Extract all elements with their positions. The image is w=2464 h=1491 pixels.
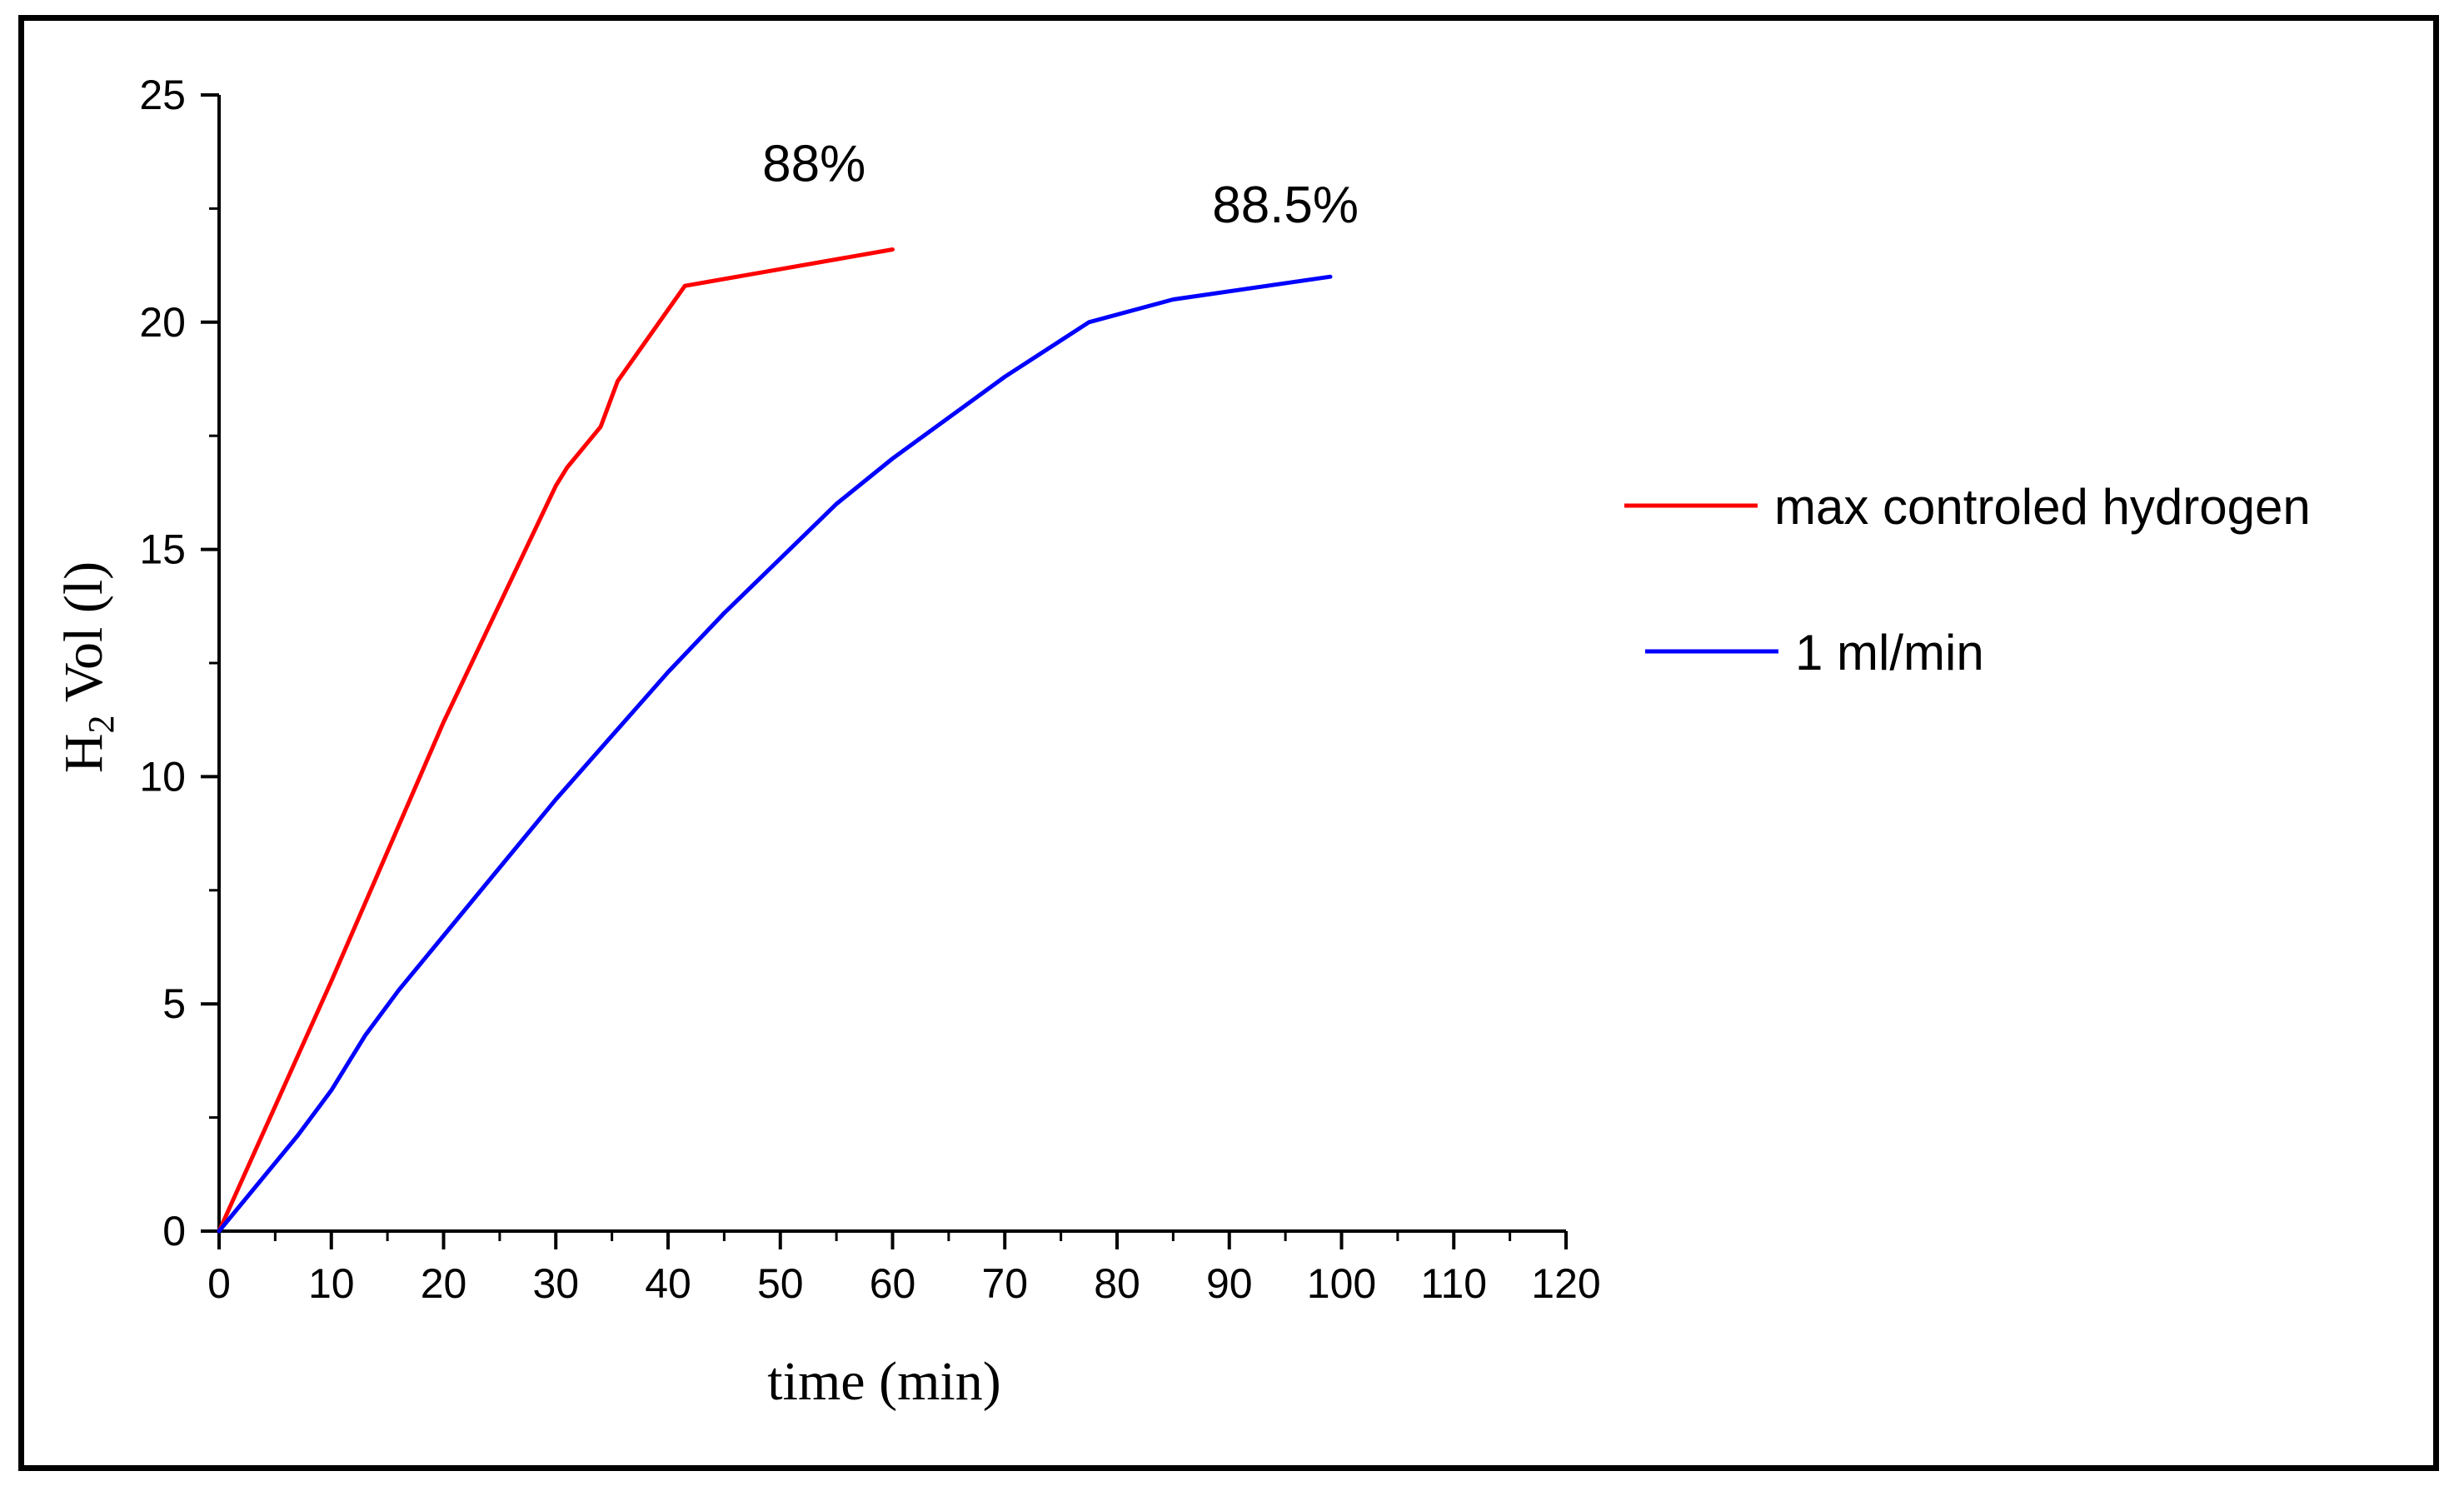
y-axis: 0 5 10 15 20 25 (139, 72, 221, 1254)
legend-label-1: max controled hydrogen (1774, 479, 2311, 535)
legend-label-2: 1 ml/min (1795, 625, 1984, 681)
y-tick-label: 25 (139, 72, 186, 118)
annotation-layer: 88% 88.5% (762, 136, 1359, 234)
y-tick-label: 20 (139, 299, 186, 346)
x-tick-label: 110 (1420, 1260, 1487, 1307)
x-axis-title: time (min) (767, 1351, 1000, 1412)
y-axis-title-main: H (53, 733, 114, 773)
x-tick-label: 10 (308, 1260, 355, 1307)
x-axis: 0 10 20 30 40 50 60 70 80 90 100 110 120 (207, 1229, 1601, 1307)
x-tick-label: 0 (207, 1260, 231, 1307)
legend: max controled hydrogen 1 ml/min (1624, 479, 2311, 681)
x-tick-label: 60 (870, 1260, 916, 1307)
x-tick-label: 70 (981, 1260, 1028, 1307)
y-axis-title-rest: Vol (l) (53, 561, 114, 716)
y-tick-label: 5 (162, 980, 186, 1027)
x-tick-label: 30 (532, 1260, 579, 1307)
x-tick-label: 100 (1307, 1260, 1376, 1307)
x-tick-label: 50 (757, 1260, 804, 1307)
x-tick-label: 90 (1206, 1260, 1253, 1307)
series-line-2 (217, 274, 1333, 1234)
annotation-label-2: 88.5% (1212, 177, 1359, 234)
chart-frame (18, 15, 2439, 1471)
series-layer (217, 247, 1333, 1234)
y-tick-label: 0 (162, 1208, 186, 1254)
x-tick-label: 20 (421, 1260, 467, 1307)
series-line-1 (217, 247, 895, 1234)
x-tick-label: 40 (645, 1260, 691, 1307)
y-tick-label: 15 (139, 526, 186, 573)
y-axis-title-subscript: 2 (81, 715, 122, 733)
annotation-label-1: 88% (762, 136, 865, 193)
y-tick-label: 10 (139, 753, 186, 800)
x-tick-label: 120 (1531, 1260, 1600, 1307)
y-axis-title: H2 Vol (l) (53, 561, 122, 773)
x-tick-label: 80 (1094, 1260, 1140, 1307)
